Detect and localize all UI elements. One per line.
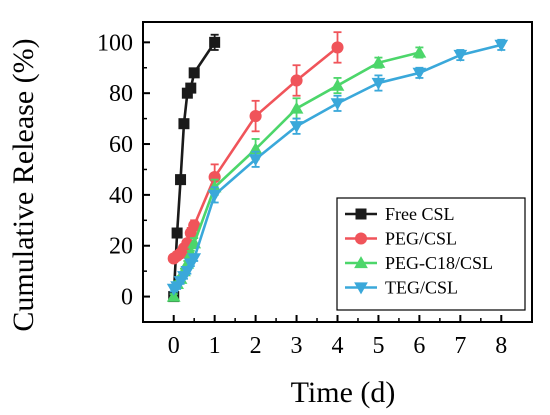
x-axis-title: Time (d): [291, 376, 396, 409]
x-tick-label-8: 8: [495, 333, 507, 359]
y-tick-label-20: 20: [109, 234, 133, 260]
legend-marker-free-csl: [355, 208, 367, 220]
legend-box: [336, 197, 526, 311]
legend-marker-peg-csl: [354, 232, 368, 245]
x-tick-label-2: 2: [250, 333, 262, 359]
data-point-teg-csl: [187, 253, 202, 266]
legend: Free CSL PEG/CSL PEG-C18/CSL TEG/CSL: [336, 197, 526, 311]
legend-marker-peg-c18-csl: [354, 256, 368, 269]
data-point-teg-csl: [289, 121, 304, 134]
data-point-peg-c18-csl: [412, 45, 427, 58]
data-point-peg-c18-csl: [330, 78, 345, 91]
y-axis-title: Cumulative Release (%): [7, 38, 40, 331]
data-point-peg-c18-csl: [371, 55, 386, 68]
legend-label-free-csl: Free CSL: [385, 204, 455, 224]
data-point-free-csl: [188, 67, 200, 79]
data-point-peg-csl: [331, 41, 344, 54]
y-tick-label-0: 0: [121, 285, 133, 311]
data-point-free-csl: [175, 174, 187, 186]
x-tick-label-4: 4: [332, 333, 344, 359]
data-point-teg-csl: [412, 67, 427, 80]
x-tick-label-1: 1: [209, 333, 221, 359]
x-tick-label-5: 5: [372, 333, 384, 359]
data-point-peg-csl: [249, 110, 262, 123]
series-teg-csl: [166, 38, 509, 296]
data-point-teg-csl: [248, 154, 263, 167]
data-point-peg-csl: [188, 219, 201, 232]
legend-label-peg-csl: PEG/CSL: [385, 229, 457, 249]
data-point-teg-csl: [371, 77, 386, 90]
data-point-teg-csl: [453, 49, 468, 62]
data-point-free-csl: [209, 36, 221, 48]
legend-label-peg-c18-csl: PEG-C18/CSL: [385, 253, 493, 273]
x-tick-label-7: 7: [454, 333, 466, 359]
data-point-free-csl: [171, 227, 183, 239]
y-tick-label-80: 80: [109, 81, 133, 107]
data-point-peg-c18-csl: [289, 101, 304, 114]
x-tick-label-0: 0: [168, 333, 180, 359]
data-point-free-csl: [178, 118, 190, 130]
data-point-teg-csl: [330, 98, 345, 111]
y-tick-label-100: 100: [97, 30, 133, 56]
data-point-peg-csl: [290, 74, 303, 87]
legend-marker-teg-csl: [354, 282, 368, 295]
data-point-teg-csl: [494, 39, 509, 52]
x-tick-label-3: 3: [291, 333, 303, 359]
y-tick-label-60: 60: [109, 132, 133, 158]
data-point-teg-csl: [207, 189, 222, 202]
legend-label-teg-csl: TEG/CSL: [385, 278, 458, 298]
y-tick-label-40: 40: [109, 183, 133, 209]
data-point-free-csl: [185, 82, 197, 94]
x-tick-label-6: 6: [413, 333, 425, 359]
